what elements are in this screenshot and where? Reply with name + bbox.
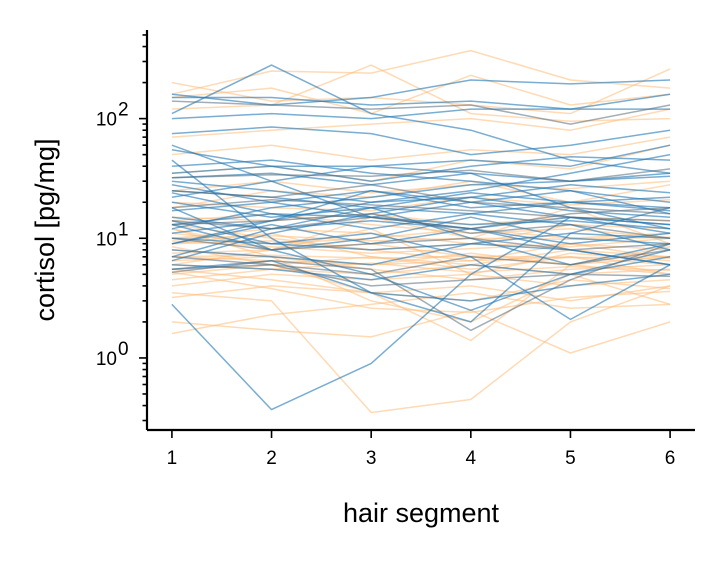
series-line [171, 79, 671, 106]
y-tick-exponent: 1 [118, 219, 129, 240]
x-tick-label: 4 [466, 448, 477, 469]
series-line [171, 184, 671, 218]
series-line [171, 100, 671, 125]
series-line [171, 74, 671, 115]
series-line [171, 273, 671, 287]
series-line [171, 213, 671, 240]
series-line [171, 136, 671, 161]
x-tick-label: 1 [167, 448, 178, 469]
series-line [171, 64, 671, 123]
series-line [171, 237, 671, 251]
series-line [171, 49, 671, 95]
x-ticks: 1 2 3 4 5 6 [167, 430, 676, 469]
series-line [171, 268, 671, 302]
series-line [171, 228, 671, 245]
x-tick-label: 3 [366, 448, 377, 469]
series-line [171, 232, 671, 276]
series-line [171, 180, 671, 204]
y-tick-exponent: 2 [118, 100, 129, 121]
y-axis-label: cortisol [pg/mg] [30, 138, 60, 321]
series-line [171, 262, 671, 281]
y-tick-label: 10 [96, 110, 117, 131]
series-line [171, 256, 671, 281]
y-tick-label: 10 [96, 229, 117, 250]
series-line [171, 285, 671, 414]
series-line [171, 207, 671, 312]
series-line [171, 198, 671, 222]
series-line [171, 184, 671, 215]
series-line [171, 271, 671, 314]
series-line [171, 264, 671, 287]
y-tick-exponent: 0 [118, 339, 129, 360]
x-tick-label: 6 [665, 448, 676, 469]
series-line [171, 93, 671, 110]
series-line [171, 189, 671, 235]
series-line [171, 292, 671, 335]
series-line [171, 243, 671, 332]
series-line [171, 256, 671, 281]
series-line [171, 180, 671, 194]
series-line [171, 309, 671, 354]
series-line [171, 249, 671, 276]
series-line [171, 223, 671, 245]
x-tick-label: 2 [266, 448, 277, 469]
y-tick-label: 10 [96, 349, 117, 370]
series-line [171, 220, 671, 321]
series-lines [171, 49, 671, 414]
series-line [171, 168, 671, 182]
series-line [171, 108, 671, 120]
series-line [171, 196, 671, 262]
x-axis-label: hair segment [343, 498, 500, 528]
x-tick-label: 5 [565, 448, 576, 469]
series-line [171, 216, 671, 251]
series-line [171, 126, 671, 156]
series-line [171, 249, 671, 276]
series-line [171, 144, 671, 167]
series-line [171, 213, 671, 230]
series-line [171, 159, 671, 204]
